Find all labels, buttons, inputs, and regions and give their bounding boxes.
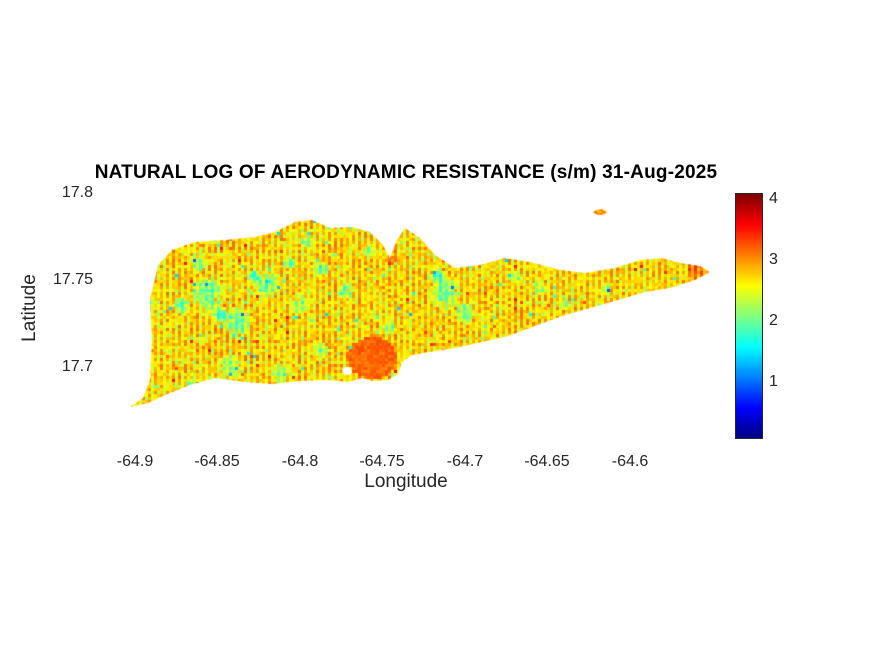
y-tick-label: 17.7	[61, 358, 93, 375]
x-tick-label: -64.9	[116, 453, 154, 470]
y-tick-label: 17.8	[61, 184, 93, 201]
colorbar-tick-label: 3	[769, 251, 778, 268]
colorbar-tick-label: 1	[769, 373, 778, 390]
x-tick-label: -64.65	[524, 453, 570, 470]
heatmap-canvas	[100, 193, 712, 437]
colorbar-tick-label: 4	[769, 190, 778, 207]
y-tick-label: 17.75	[52, 271, 93, 288]
x-tick-label: -64.75	[359, 453, 405, 470]
x-tick-label: -64.85	[194, 453, 240, 470]
x-tick-label: -64.7	[446, 453, 484, 470]
colorbar-tick-label: 2	[769, 312, 778, 329]
chart-title: NATURAL LOG OF AERODYNAMIC RESISTANCE (s…	[94, 162, 718, 183]
x-axis-label: Longitude	[364, 471, 448, 492]
colorbar-gradient	[735, 193, 763, 439]
x-tick-label: -64.8	[281, 453, 319, 470]
x-tick-label: -64.6	[611, 453, 649, 470]
